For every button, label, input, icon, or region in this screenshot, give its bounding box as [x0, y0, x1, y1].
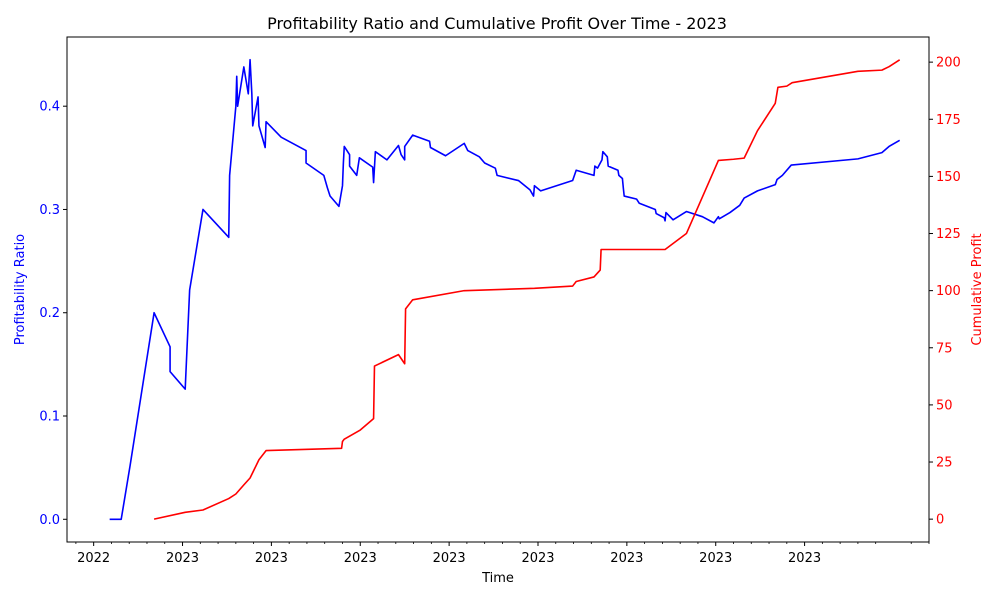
right-y-tick-label: 0 — [936, 513, 944, 528]
x-tick-label: 2023 — [255, 551, 288, 566]
right-y-tick-label: 125 — [936, 227, 961, 242]
series-line-profitability-ratio — [109, 58, 901, 521]
right-y-tick-label: 175 — [936, 113, 961, 128]
right-y-tick-label: 100 — [936, 284, 961, 299]
right-y-axis-label: Cumulative Profit — [970, 233, 985, 345]
left-y-tick-label: 0.0 — [39, 513, 60, 528]
plot-series-group — [109, 58, 901, 521]
x-tick-label: 2023 — [699, 551, 732, 566]
left-y-tick-label: 0.2 — [39, 306, 60, 321]
x-tick-label: 2022 — [77, 551, 110, 566]
left-y-axis-label: Profitability Ratio — [13, 234, 28, 345]
left-y-axis: 0.0 0.1 0.2 0.3 0.4 — [39, 100, 67, 528]
right-y-tick-label: 50 — [936, 398, 953, 413]
right-y-tick-label: 200 — [936, 56, 961, 71]
x-tick-label: 2023 — [521, 551, 554, 566]
plot-frame — [66, 36, 930, 543]
right-y-axis: 0 25 50 75 100 125 150 175 200 — [929, 56, 961, 528]
right-y-tick-label: 150 — [936, 170, 961, 185]
series-line-cumulative-profit — [153, 59, 901, 520]
x-axis: 2022 2023 2023 2023 2023 2023 2023 2023 2023 — [75, 542, 930, 566]
x-tick-label: 2023 — [788, 551, 821, 566]
x-tick-label: 2023 — [433, 551, 466, 566]
right-y-tick-label: 75 — [936, 341, 953, 356]
x-axis-label: Time — [481, 571, 514, 586]
left-y-tick-label: 0.3 — [39, 203, 60, 218]
x-tick-label: 2023 — [166, 551, 199, 566]
left-y-tick-label: 0.4 — [39, 100, 60, 115]
left-y-tick-label: 0.1 — [39, 410, 60, 425]
chart-title: Profitability Ratio and Cumulative Profi… — [267, 14, 727, 33]
right-y-tick-label: 25 — [936, 456, 953, 471]
x-tick-label: 2023 — [344, 551, 377, 566]
x-tick-label: 2023 — [610, 551, 643, 566]
